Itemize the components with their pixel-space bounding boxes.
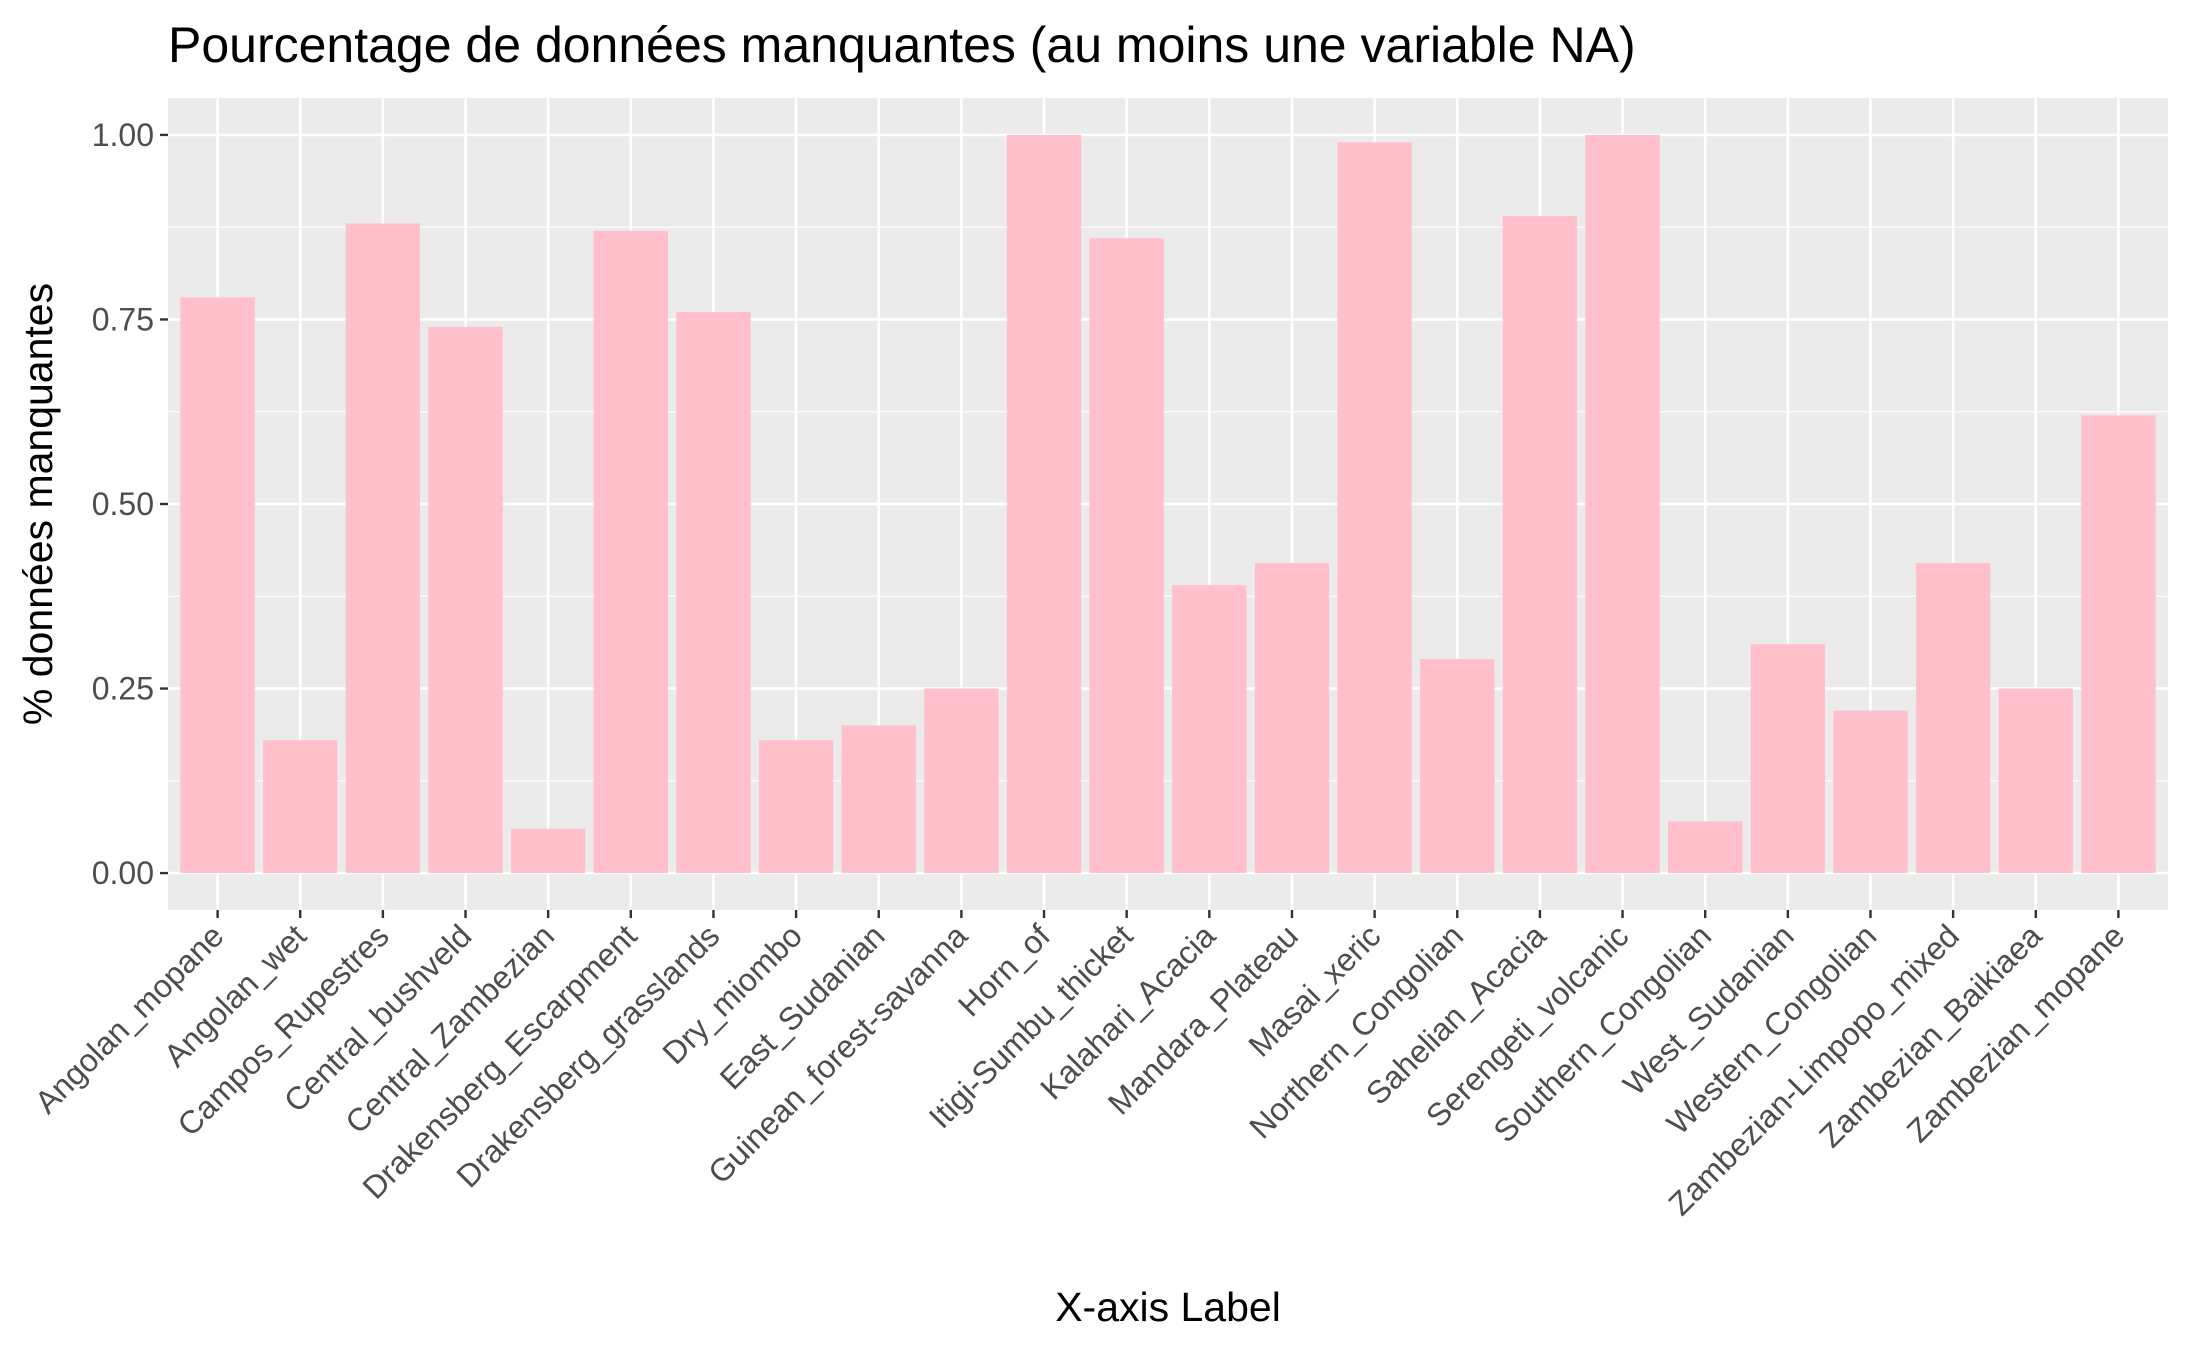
bar — [345, 223, 421, 874]
bar — [2081, 415, 2156, 874]
bar — [1172, 585, 1247, 874]
y-tick-label: 0.50 — [92, 486, 154, 522]
bar — [180, 297, 255, 874]
bar — [428, 326, 503, 874]
bar — [593, 230, 668, 874]
bar — [841, 725, 916, 874]
y-tick-label: 1.00 — [92, 117, 154, 153]
y-axis: 0.00 0.25 0.50 0.75 1.00 — [92, 117, 168, 891]
bar — [1254, 563, 1330, 874]
bar — [924, 688, 999, 874]
bar — [1089, 238, 1164, 874]
y-tick-label: 0.25 — [92, 671, 154, 707]
bar — [1833, 710, 1908, 874]
bar — [1585, 134, 1660, 874]
y-tick-label: 0.75 — [92, 301, 154, 337]
bar — [510, 828, 586, 874]
bar — [1337, 142, 1412, 874]
y-axis-title: % données manquantes — [15, 283, 61, 725]
bar — [676, 312, 751, 874]
bar — [1502, 216, 1578, 874]
bar — [1915, 563, 1991, 874]
x-axis-title: X-axis Label — [1055, 1284, 1281, 1330]
bar — [758, 740, 834, 874]
bar — [1420, 659, 1495, 874]
bar — [1998, 688, 2073, 874]
chart-title: Pourcentage de données manquantes (au mo… — [168, 17, 1636, 73]
bar — [1750, 644, 1826, 874]
x-axis: Angolan_mopaneAngolan_wetCampos_Rupestre… — [28, 910, 2131, 1222]
bars — [180, 134, 2156, 874]
bar — [263, 740, 338, 874]
bar — [1668, 821, 1743, 874]
bar — [1006, 134, 1082, 874]
y-tick-label: 0.00 — [92, 855, 154, 891]
